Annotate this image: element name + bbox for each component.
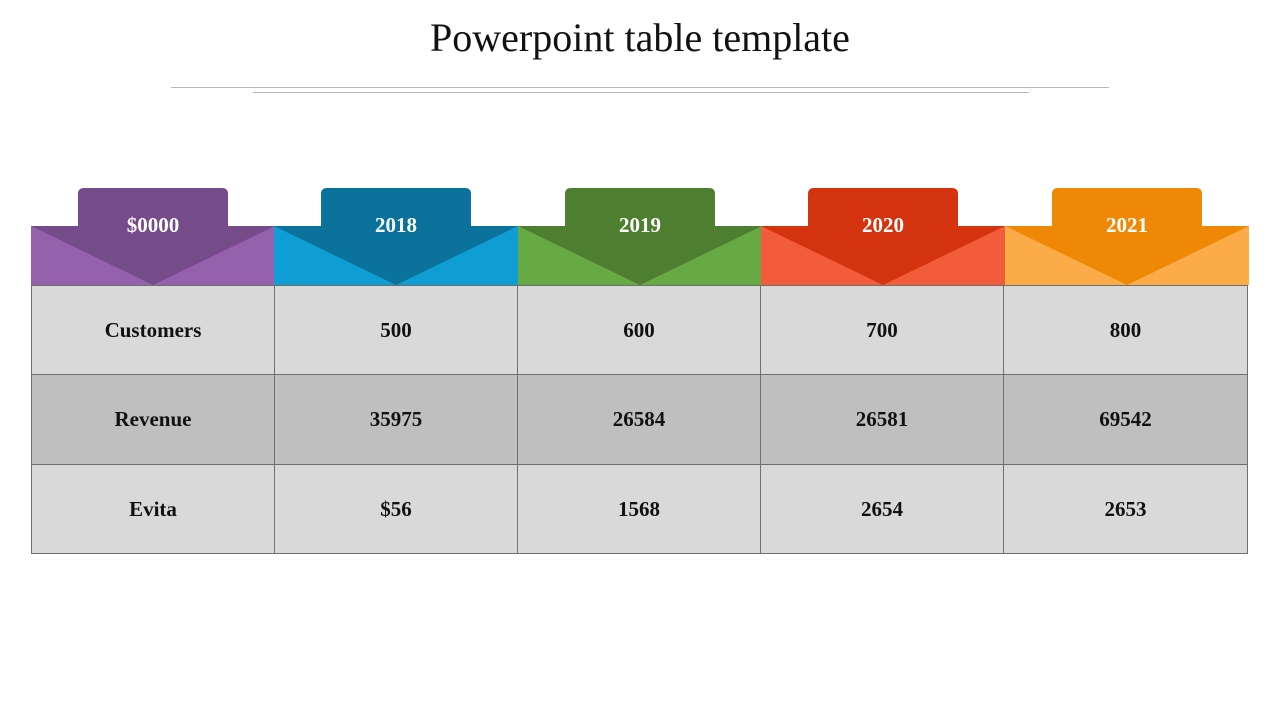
header-arrow-shape <box>761 188 1005 285</box>
table-cell: $56 <box>274 464 518 554</box>
table-cell: 35975 <box>274 374 518 465</box>
column-header-1: 2018 <box>274 188 518 286</box>
header-arrow-shape <box>518 188 762 285</box>
column-header-label: 2021 <box>1106 213 1148 237</box>
column-header-0: $0000 <box>31 188 275 286</box>
column-header-4: 2021 <box>1005 188 1249 286</box>
row-label: Evita <box>31 464 275 554</box>
header-arrow-shape <box>1005 188 1249 285</box>
table-row-revenue: Revenue 35975 26584 26581 69542 <box>31 374 1248 465</box>
table-cell: 26581 <box>760 374 1004 465</box>
column-header-label: 2020 <box>862 213 904 237</box>
column-header-3: 2020 <box>761 188 1005 286</box>
table-row-customers: Customers 500 600 700 800 <box>31 285 1248 375</box>
row-label: Revenue <box>31 374 275 465</box>
title-divider-bottom <box>253 92 1029 93</box>
data-table: Customers 500 600 700 800 Revenue 35975 … <box>31 285 1248 554</box>
table-row-evita: Evita $56 1568 2654 2653 <box>31 464 1248 554</box>
table-cell: 2654 <box>760 464 1004 554</box>
table-cell: 700 <box>760 285 1004 375</box>
table-cell: 69542 <box>1003 374 1248 465</box>
table-cell: 2653 <box>1003 464 1248 554</box>
column-header-label: $0000 <box>126 213 180 237</box>
row-label: Customers <box>31 285 275 375</box>
column-header-label: 2018 <box>375 213 417 237</box>
column-header-label: 2019 <box>619 213 661 237</box>
table-cell: 1568 <box>517 464 761 554</box>
table-cell: 26584 <box>517 374 761 465</box>
header-arrow-shape <box>274 188 518 285</box>
title-divider-top <box>171 87 1109 88</box>
slide-title: Powerpoint table template <box>430 15 850 60</box>
table-cell: 600 <box>517 285 761 375</box>
header-arrow-shape <box>31 188 275 285</box>
table-cell: 500 <box>274 285 518 375</box>
table-cell: 800 <box>1003 285 1248 375</box>
column-header-2: 2019 <box>518 188 762 286</box>
